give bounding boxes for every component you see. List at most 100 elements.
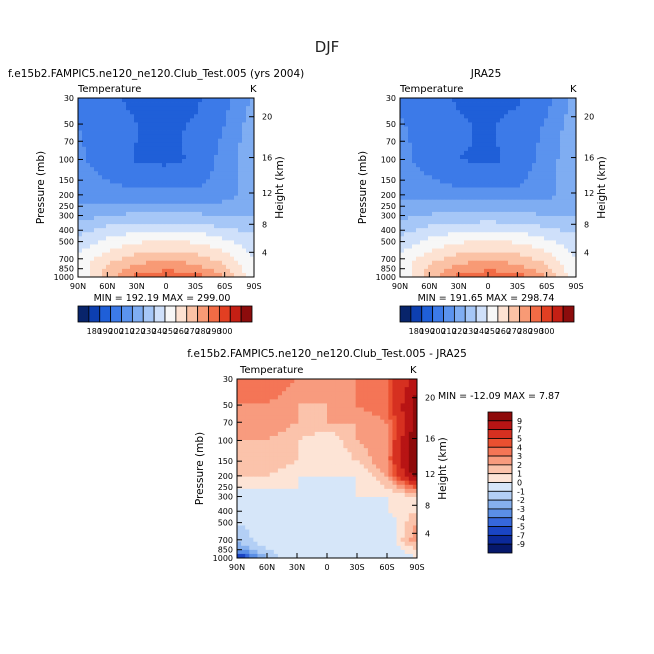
heat-cell — [428, 122, 433, 127]
heat-cell — [314, 411, 320, 417]
heat-cell — [190, 163, 195, 168]
heat-cell — [250, 224, 255, 229]
heat-cell — [250, 98, 255, 103]
heat-cell — [484, 215, 489, 221]
heat-cell — [412, 159, 417, 164]
heat-cell — [363, 411, 369, 417]
heat-cell — [520, 236, 525, 241]
heat-cell — [432, 268, 437, 274]
heat-cell — [202, 272, 207, 278]
heat-cell — [310, 427, 316, 433]
heat-cell — [380, 403, 385, 408]
heat-cell — [142, 252, 147, 258]
heat-cell — [428, 171, 433, 176]
heat-cell — [404, 423, 410, 429]
heat-cell — [90, 248, 95, 253]
heat-cell — [249, 468, 254, 473]
heat-cell — [238, 256, 243, 262]
heat-cell — [359, 431, 365, 437]
heat-cell — [306, 448, 312, 453]
heat-cell — [150, 260, 155, 266]
heat-cell — [380, 448, 385, 453]
heat-cell — [174, 248, 179, 253]
heat-cell — [82, 114, 87, 119]
heat-cell — [230, 191, 235, 197]
heat-cell — [110, 232, 115, 237]
heat-cell — [110, 244, 115, 249]
heat-cell — [456, 232, 461, 237]
heat-cell — [500, 232, 505, 237]
heat-cell — [230, 260, 235, 266]
heat-cell — [560, 106, 565, 111]
heat-cell — [488, 118, 493, 123]
heat-cell — [367, 395, 373, 400]
heat-cell — [210, 191, 215, 197]
heat-cell — [138, 244, 143, 249]
heat-cell — [408, 232, 413, 237]
heat-cell — [290, 440, 295, 445]
heat-cell — [552, 175, 557, 180]
heat-cell — [146, 244, 151, 249]
heat-cell — [516, 224, 521, 229]
heat-cell — [182, 203, 187, 209]
heat-cell — [265, 427, 271, 433]
heat-cell — [273, 419, 279, 425]
heat-cell — [174, 150, 179, 156]
heat-cell — [424, 146, 429, 152]
heat-cell — [237, 411, 242, 417]
heat-cell — [130, 232, 135, 237]
heat-cell — [222, 98, 227, 103]
heat-cell — [249, 383, 254, 388]
heat-cell — [245, 391, 250, 396]
heat-cell — [110, 236, 115, 241]
heat-cell — [190, 260, 195, 266]
heat-cell — [245, 448, 250, 453]
heat-cell — [122, 118, 127, 123]
heat-cell — [218, 199, 223, 205]
heat-cell — [468, 134, 473, 140]
heat-cell — [408, 399, 414, 404]
heat-cell — [448, 98, 453, 103]
heat-cell — [404, 138, 409, 144]
heat-cell — [90, 268, 95, 274]
heat-cell — [448, 232, 453, 237]
heat-cell — [416, 122, 421, 127]
heat-cell — [460, 122, 465, 127]
heat-cell — [548, 248, 553, 253]
heat-cell — [237, 395, 242, 400]
heat-cell — [520, 224, 525, 229]
heat-cell — [424, 122, 429, 127]
heat-cell — [90, 106, 95, 111]
heat-cell — [412, 224, 417, 229]
heat-cell — [198, 134, 203, 140]
heat-cell — [528, 138, 533, 144]
heat-cell — [460, 256, 465, 262]
heat-cell — [126, 150, 131, 156]
heat-cell — [150, 118, 155, 123]
heat-cell — [520, 211, 525, 217]
heat-cell — [452, 106, 457, 111]
heat-cell — [226, 146, 231, 152]
heat-cell — [436, 183, 441, 188]
heat-cell — [190, 187, 195, 192]
heat-cell — [436, 191, 441, 197]
heat-cell — [126, 191, 131, 197]
heat-cell — [114, 159, 119, 164]
heat-cell — [444, 220, 449, 225]
heat-cell — [492, 199, 497, 205]
heat-cell — [396, 395, 402, 400]
heat-cell — [234, 122, 239, 127]
heat-cell — [282, 468, 287, 473]
heat-cell — [222, 118, 227, 123]
heat-cell — [548, 211, 553, 217]
heat-cell — [528, 211, 533, 217]
heat-cell — [138, 167, 143, 172]
heat-cell — [520, 110, 525, 115]
heat-cell — [480, 183, 485, 188]
heat-cell — [290, 391, 295, 396]
heat-cell — [238, 268, 243, 274]
heat-cell — [166, 191, 171, 197]
heat-cell — [572, 134, 577, 140]
heat-cell — [516, 252, 521, 258]
heat-cell — [265, 435, 271, 441]
